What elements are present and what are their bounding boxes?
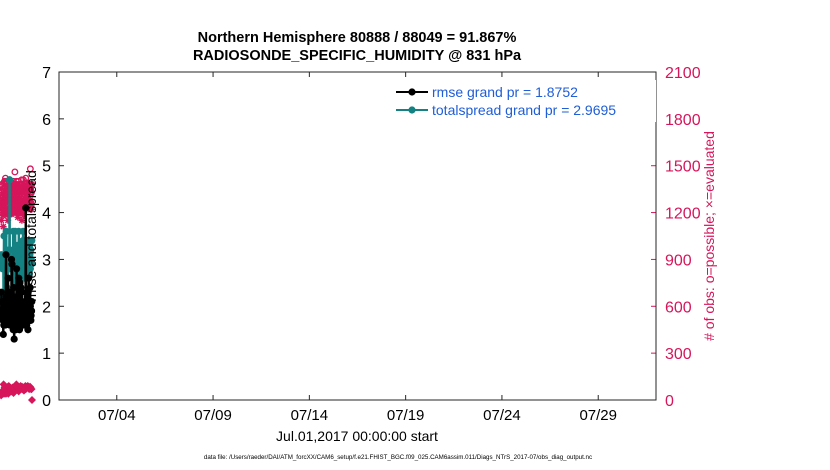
plot-frame xyxy=(58,71,657,401)
y-right-tick-label: 1500 xyxy=(665,159,701,176)
totalspread-point xyxy=(27,260,36,268)
totalspread-point xyxy=(27,246,35,254)
plot-area: 0 1 2 3 4 5 6 7 0 300 600 900 1200 1500 1800 2100 07/04 0… xyxy=(0,65,701,424)
rmse-point xyxy=(22,204,30,212)
x-axis-label: Jul.01,2017 00:00:00 start xyxy=(276,428,438,444)
y-left-tick-label: 7 xyxy=(42,65,51,82)
legend-box xyxy=(392,80,656,122)
rmse-point xyxy=(10,335,18,343)
y-right-tick-label: 2100 xyxy=(665,65,701,82)
totalspread-point xyxy=(2,227,10,235)
rmse-point xyxy=(12,265,21,273)
x-tick-label: 07/09 xyxy=(194,407,232,424)
totalspread-point xyxy=(6,246,15,254)
obs-evaluated-stroke xyxy=(28,201,35,208)
y-right-tick-label: 900 xyxy=(665,252,692,269)
y-left-tick-label: 3 xyxy=(42,252,51,269)
x-tick-label: 07/29 xyxy=(579,407,617,424)
rmse-point xyxy=(4,274,12,282)
y-left-tick-label: 5 xyxy=(42,159,51,176)
y-left-tick-label: 4 xyxy=(42,206,51,223)
obs-possible-point xyxy=(26,165,34,173)
obs-evaluated-point xyxy=(14,213,22,221)
legend-totalspread-label: totalspread grand pr = 2.9695 xyxy=(432,102,616,118)
rmse-point xyxy=(2,251,10,259)
obs-possible-point xyxy=(11,168,19,176)
y-right-tick-label: 300 xyxy=(665,346,692,363)
obs-possible-point xyxy=(28,188,36,196)
x-tick-label: 07/14 xyxy=(291,407,329,424)
obs-daily-point xyxy=(27,385,36,394)
rmse-point xyxy=(0,330,7,338)
rmse-point xyxy=(8,260,16,268)
x-tick-label: 07/04 xyxy=(98,407,136,424)
legend-rmse-marker xyxy=(408,88,416,96)
rmse-point xyxy=(18,288,26,296)
y-left-tick-label: 1 xyxy=(42,346,51,363)
rmse-point xyxy=(10,283,18,292)
x-tick-label: 07/24 xyxy=(483,407,521,424)
obs-possible-point xyxy=(27,185,35,193)
y-left-tick-label: 0 xyxy=(42,393,51,410)
obs-evaluated-point xyxy=(28,201,36,209)
x-tick-label: 07/19 xyxy=(387,407,425,424)
y-right-tick-label: 1800 xyxy=(665,112,701,129)
legend-totalspread-marker xyxy=(408,106,416,114)
y-right-tick-label: 0 xyxy=(665,393,674,410)
y-left-tick-label: 6 xyxy=(42,112,51,129)
rmse-point xyxy=(0,288,5,296)
obs-evaluated-stroke xyxy=(28,206,35,213)
rmse-point xyxy=(25,274,33,282)
obs-evaluated-stroke xyxy=(0,223,7,230)
obs-possible-point xyxy=(28,181,36,188)
rmse-point xyxy=(27,307,36,315)
legend-rmse-label: rmse grand pr = 1.8752 xyxy=(432,84,578,100)
obs-evaluated-point xyxy=(28,206,35,213)
y-axis-right-label: # of obs: o=possible; ×=evaluated xyxy=(701,131,717,341)
totalspread-point xyxy=(5,176,14,184)
totalspread-point xyxy=(28,237,36,245)
y-right-tick-label: 1200 xyxy=(665,206,701,223)
y-axis-left-label: rmse and totalspread xyxy=(23,170,39,302)
chart-legend: rmse grand pr = 1.8752 totalspread grand… xyxy=(392,80,656,122)
rmse-point xyxy=(26,283,34,292)
chart-title-line1: Northern Hemisphere 80888 / 88049 = 91.8… xyxy=(198,30,517,46)
rmse-point xyxy=(24,326,32,334)
rmse-point xyxy=(28,298,36,306)
data-file-footnote: data file: /Users/raeder/DAI/ATM_forcXX/… xyxy=(204,454,592,461)
chart-title-line2: RADIOSONDE_SPECIFIC_HUMIDITY @ 831 hPa xyxy=(193,48,522,64)
y-right-tick-label: 600 xyxy=(665,299,692,316)
obs-daily-point xyxy=(28,396,36,404)
y-left-tick-label: 2 xyxy=(42,299,51,316)
